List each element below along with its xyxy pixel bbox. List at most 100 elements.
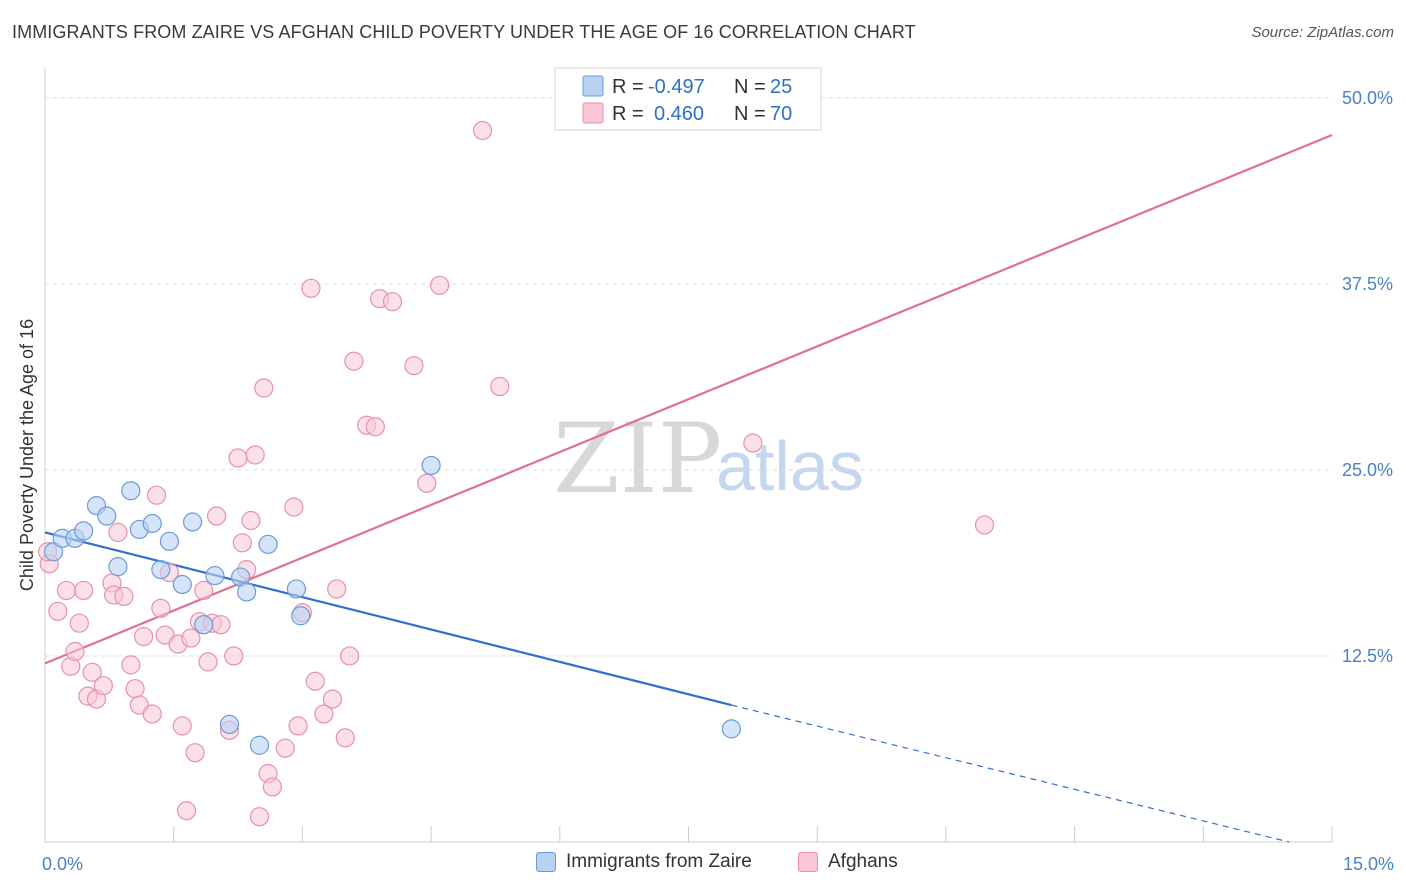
data-point-afghans — [48, 601, 68, 621]
y-tick-label: 37.5% — [1342, 274, 1393, 294]
legend-n-value: 70 — [770, 103, 792, 125]
legend-n-label: N = — [734, 76, 766, 98]
data-point-afghans — [74, 580, 94, 601]
y-tick-label: 50.0% — [1342, 88, 1393, 108]
data-point-afghans — [198, 652, 218, 672]
data-point-zaire — [121, 481, 141, 501]
data-point-afghans — [176, 801, 197, 821]
data-point-afghans — [305, 671, 325, 691]
data-point-zaire — [205, 565, 225, 586]
watermark-atlas: atlas — [716, 427, 864, 505]
data-point-afghans — [339, 646, 360, 666]
legend-swatch-zaire — [536, 852, 556, 872]
data-point-zaire — [721, 719, 742, 739]
data-point-afghans — [430, 275, 450, 295]
data-point-zaire — [182, 512, 203, 532]
y-tick-label: 12.5% — [1342, 646, 1393, 666]
data-point-afghans — [344, 351, 364, 371]
data-point-zaire — [291, 606, 311, 626]
data-point-zaire — [219, 714, 240, 735]
data-point-zaire — [237, 582, 257, 602]
y-tick-label: 25.0% — [1342, 460, 1393, 480]
axes — [44, 68, 1333, 843]
legend-n-value: 25 — [770, 76, 792, 98]
data-point-zaire — [108, 557, 128, 577]
data-point-afghans — [211, 615, 231, 635]
data-point-afghans — [142, 704, 162, 724]
data-point-afghans — [146, 485, 167, 505]
data-point-zaire — [159, 531, 180, 551]
data-point-afghans — [254, 378, 274, 398]
trend-line-zaire-extension — [731, 704, 1290, 843]
y-axis-label: Child Poverty Under the Age of 16 — [17, 319, 37, 591]
data-point-zaire — [286, 579, 306, 599]
data-point-afghans — [65, 641, 85, 662]
data-point-afghans — [249, 807, 270, 827]
data-point-afghans — [134, 626, 154, 647]
legend-item-afghans: Afghans — [798, 851, 898, 873]
data-point-afghans — [974, 515, 995, 535]
data-point-afghans — [490, 376, 510, 397]
data-point-afghans — [472, 120, 493, 141]
chart-title: IMMIGRANTS FROM ZAIRE VS AFGHAN CHILD PO… — [12, 22, 916, 42]
data-point-afghans — [228, 448, 248, 468]
data-point-zaire — [421, 455, 441, 476]
data-point-zaire — [194, 615, 214, 635]
data-point-afghans — [69, 613, 89, 633]
data-point-afghans — [382, 292, 403, 312]
data-point-afghans — [301, 278, 321, 298]
data-point-afghans — [232, 533, 252, 553]
correlation-legend: R = -0.497 N = 25 R = 0.460 N = 70 — [554, 67, 822, 131]
legend-n-label: N = — [734, 103, 766, 125]
data-point-zaire — [43, 542, 64, 562]
data-point-zaire — [258, 534, 278, 554]
data-point-afghans — [404, 356, 424, 376]
data-point-afghans — [327, 579, 347, 599]
data-point-afghans — [93, 676, 113, 696]
data-point-afghans — [245, 445, 265, 465]
trend-line-afghans — [44, 133, 1333, 665]
data-point-afghans — [181, 628, 201, 648]
legend-swatch-afghans — [582, 102, 604, 124]
data-point-afghans — [743, 433, 763, 453]
data-point-afghans — [82, 662, 102, 682]
data-point-afghans — [417, 473, 437, 493]
data-point-afghans — [335, 728, 355, 748]
data-point-afghans — [288, 716, 308, 736]
legend-label-zaire: Immigrants from Zaire — [566, 851, 752, 872]
data-point-afghans — [114, 586, 134, 607]
source-credit: Source: ZipAtlas.com — [1251, 24, 1394, 41]
legend-r-value: -0.497 — [648, 76, 705, 98]
data-point-afghans — [275, 738, 295, 758]
data-point-afghans — [108, 522, 128, 543]
data-point-afghans — [322, 689, 343, 709]
data-point-zaire — [74, 521, 94, 541]
data-point-zaire — [97, 506, 117, 526]
data-point-afghans — [241, 510, 261, 531]
data-point-afghans — [207, 506, 227, 526]
series-legend: Immigrants from Zaire Afghans — [0, 851, 1406, 879]
data-point-afghans — [284, 497, 304, 517]
legend-r-label: R = — [612, 76, 644, 98]
watermark-zip: ZIP — [553, 403, 722, 515]
legend-label-afghans: Afghans — [828, 851, 898, 872]
legend-swatch-afghans — [798, 852, 818, 872]
data-point-zaire — [151, 560, 171, 580]
data-point-afghans — [121, 655, 141, 675]
data-point-afghans — [365, 417, 385, 437]
tick-labels: 12.5% 25.0% 37.5% 50.0% 0.0% 15.0% — [42, 88, 1394, 874]
data-point-zaire — [172, 574, 192, 595]
x-tick-label: 15.0% — [1343, 854, 1394, 874]
data-point-zaire — [142, 513, 162, 534]
data-point-zaire — [249, 735, 270, 755]
trend-line-zaire — [44, 531, 732, 707]
data-point-afghans — [194, 580, 214, 601]
data-point-afghans — [172, 716, 192, 736]
data-point-afghans — [125, 679, 145, 699]
legend-r-label: R = — [612, 103, 644, 125]
x-tick-label: 0.0% — [42, 854, 83, 874]
legend-swatch-zaire — [582, 75, 604, 97]
data-point-afghans — [224, 646, 244, 666]
data-points — [37, 120, 995, 827]
